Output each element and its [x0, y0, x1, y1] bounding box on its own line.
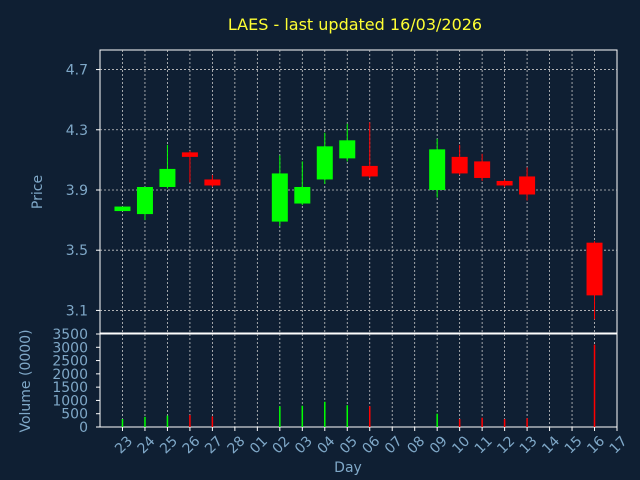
candle	[429, 138, 446, 198]
candle-body	[451, 156, 468, 174]
volume-tick-label: 0	[79, 420, 88, 436]
x-tick-label: 11	[472, 433, 496, 457]
candle	[294, 161, 311, 206]
candle-body	[294, 186, 311, 204]
x-tick-label: 27	[202, 433, 226, 457]
candle-body	[204, 179, 221, 186]
candle	[519, 167, 536, 201]
price-tick-label: 4.7	[66, 63, 88, 79]
x-tick-label: 03	[292, 433, 316, 457]
candle	[159, 144, 176, 189]
chart-title: LAES - last updated 16/03/2026	[228, 15, 482, 34]
x-tick-label: 17	[607, 433, 631, 457]
candle-body	[429, 149, 446, 190]
volume-tick-label: 1500	[52, 380, 88, 396]
volume-bar	[211, 416, 214, 427]
candle-body	[136, 186, 153, 215]
candle	[496, 179, 513, 187]
volume-bar	[189, 415, 191, 427]
price-tick-label: 3.9	[66, 183, 88, 199]
x-tick-label: 08	[404, 433, 428, 457]
x-tick-label: 16	[584, 433, 608, 457]
volume-bar	[481, 417, 483, 427]
candle	[271, 155, 288, 227]
volume-bar	[121, 419, 124, 427]
volume-tick-label: 500	[61, 407, 88, 423]
x-tick-label: 23	[112, 433, 136, 457]
volume-bar	[526, 418, 528, 427]
candle	[361, 122, 378, 178]
volume-bar	[301, 405, 304, 427]
volume-tick-label: 2500	[52, 354, 88, 370]
candle-body	[159, 168, 176, 187]
candle-body	[181, 152, 198, 157]
candle-body	[496, 180, 513, 186]
volume-panel-frame	[99, 333, 618, 428]
x-tick-label: 26	[180, 433, 204, 457]
candle	[114, 206, 131, 212]
x-tick-label: 09	[427, 433, 451, 457]
x-axis-label: Day	[334, 460, 362, 476]
x-tick-label: 25	[157, 433, 181, 457]
candle-body	[519, 176, 536, 195]
x-tick-label: 14	[539, 433, 563, 457]
volume-bar	[436, 413, 438, 427]
candle-body	[586, 242, 603, 296]
candle	[339, 123, 356, 162]
x-tick-label: 07	[382, 433, 406, 457]
candle	[451, 144, 468, 175]
axis-ticks: 2324252627280102030405060708091011121314…	[52, 63, 630, 458]
price-axis-label: Price	[30, 175, 46, 209]
x-tick-label: 15	[562, 433, 586, 457]
volume-bars	[121, 344, 596, 427]
volume-bar	[324, 401, 326, 427]
x-tick-label: 04	[314, 433, 338, 457]
x-tick-label: 06	[359, 433, 383, 457]
volume-tick-label: 1000	[52, 393, 88, 409]
x-tick-label: 05	[337, 433, 361, 457]
volume-bar	[166, 415, 169, 427]
candle-body	[316, 146, 333, 180]
candle	[474, 153, 491, 181]
volume-bar	[368, 406, 371, 427]
grid-lines	[100, 50, 617, 427]
price-tick-label: 3.5	[66, 243, 88, 259]
volume-bar	[346, 405, 349, 427]
candle-body	[361, 165, 378, 177]
x-tick-label: 01	[247, 433, 271, 457]
candle-body	[474, 161, 491, 178]
price-tick-label: 4.3	[66, 123, 88, 139]
candle-body	[114, 206, 131, 212]
candle	[181, 150, 198, 183]
x-tick-label: 13	[517, 433, 541, 457]
volume-axis-label: Volume (0000)	[18, 329, 34, 432]
candle	[586, 241, 603, 320]
x-tick-label: 24	[135, 433, 159, 457]
volume-tick-label: 3500	[52, 327, 88, 343]
x-tick-label: 02	[270, 433, 294, 457]
x-tick-label: 12	[494, 433, 518, 457]
candles	[114, 122, 603, 320]
candle	[136, 186, 153, 221]
candle-body	[271, 173, 288, 222]
price-panel-frame	[99, 49, 618, 334]
volume-bar	[458, 419, 461, 427]
candle-body	[339, 140, 356, 159]
volume-tick-label: 3000	[52, 340, 88, 356]
candle	[204, 174, 221, 187]
volume-bar	[279, 406, 281, 427]
volume-tick-label: 2000	[52, 367, 88, 383]
volume-bar	[144, 416, 146, 427]
candle	[316, 132, 333, 184]
x-tick-label: 10	[449, 433, 473, 457]
volume-bar	[503, 419, 506, 427]
price-tick-label: 3.1	[66, 303, 88, 319]
x-tick-label: 28	[225, 433, 249, 457]
volume-bar	[593, 344, 596, 427]
